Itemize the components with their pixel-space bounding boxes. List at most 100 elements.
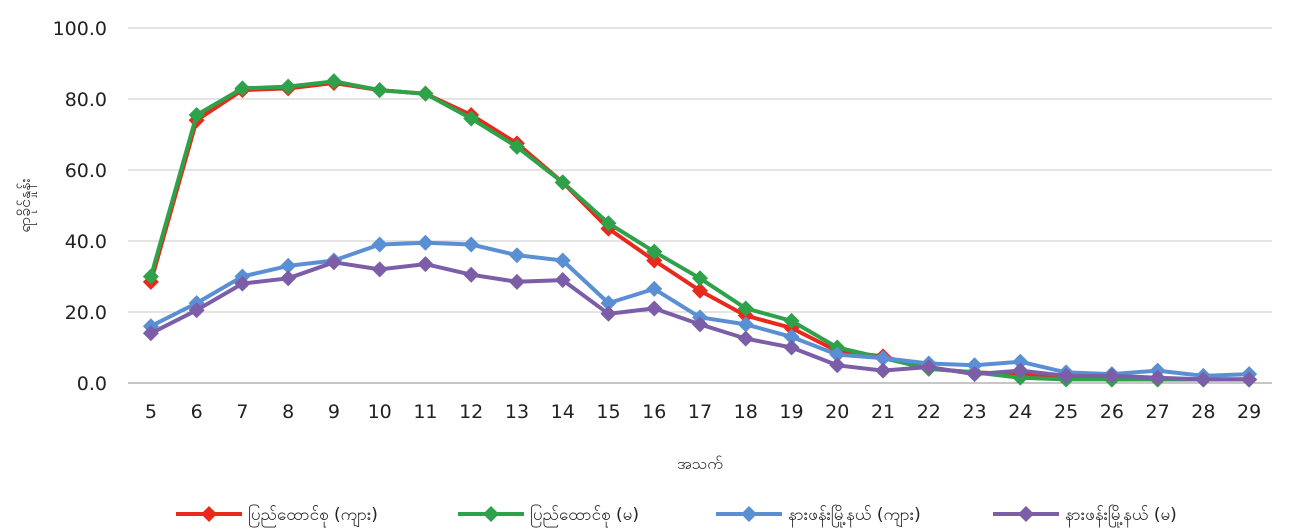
data-point-marker	[280, 270, 297, 287]
data-point-marker	[737, 316, 754, 333]
data-point-marker	[920, 359, 937, 376]
data-point-marker	[371, 82, 388, 99]
data-point-marker	[280, 78, 297, 95]
data-point-marker	[646, 280, 663, 297]
x-tick-label: 10	[368, 401, 392, 423]
data-point-marker	[829, 346, 846, 363]
y-tick-label: 80.0	[65, 89, 107, 111]
data-point-marker	[554, 174, 571, 191]
legend: ပြည်ထောင်စု (ကျား) ပြည်ထောင်စု (မ) နားဖန်း…	[176, 503, 1177, 528]
data-point-marker	[417, 85, 434, 102]
series-4	[142, 254, 1258, 388]
legend-label: နားဖန်းမြို့နယ် (ကျား)	[788, 503, 921, 528]
x-tick-label: 6	[191, 401, 203, 423]
data-point-marker	[600, 305, 617, 322]
series-group	[142, 73, 1258, 388]
legend-label: ပြည်ထောင်စု (ကျား)	[248, 503, 378, 528]
x-tick-label: 21	[871, 401, 895, 423]
x-tick-label: 19	[779, 401, 803, 423]
legend-marker	[741, 506, 757, 522]
x-tick-label: 22	[917, 401, 941, 423]
legend-item: နားဖန်းမြို့နယ် (မ)	[993, 503, 1177, 528]
data-point-marker	[508, 273, 525, 290]
legend-label: ပြည်ထောင်စု (မ)	[530, 503, 639, 528]
x-tick-label: 20	[825, 401, 849, 423]
x-tick-label: 5	[145, 401, 157, 423]
x-tick-label: 8	[282, 401, 294, 423]
data-point-marker	[325, 254, 342, 271]
y-tick-label: 60.0	[65, 160, 107, 182]
data-point-marker	[142, 268, 159, 285]
data-point-marker	[508, 247, 525, 264]
x-tick-label: 29	[1237, 401, 1261, 423]
data-point-marker	[829, 357, 846, 374]
x-tick-label: 16	[642, 401, 666, 423]
x-tick-label: 18	[734, 401, 758, 423]
data-point-marker	[783, 339, 800, 356]
x-tick-label: 12	[459, 401, 483, 423]
data-point-marker	[966, 357, 983, 374]
data-point-marker	[783, 328, 800, 345]
data-point-marker	[692, 282, 708, 299]
x-tick-label: 26	[1100, 401, 1124, 423]
data-point-marker	[371, 236, 388, 253]
series-line	[148, 79, 1250, 382]
x-tick-label: 11	[413, 401, 437, 423]
data-point-marker	[463, 236, 480, 253]
data-point-marker	[142, 325, 159, 342]
data-point-marker	[234, 80, 251, 97]
data-point-marker	[1012, 353, 1029, 370]
data-point-marker	[600, 215, 617, 232]
x-tick-label: 15	[596, 401, 620, 423]
legend-label: နားဖန်းမြို့နယ် (မ)	[1065, 503, 1177, 528]
legend-item: နားဖန်းမြို့နယ် (ကျား)	[716, 503, 921, 528]
y-tick-label: 20.0	[65, 302, 107, 324]
data-point-marker	[646, 243, 663, 260]
data-point-marker	[737, 330, 754, 347]
data-point-marker	[1241, 371, 1258, 388]
x-tick-label: 23	[962, 401, 986, 423]
x-tick-label: 17	[688, 401, 712, 423]
data-point-marker	[646, 300, 663, 317]
data-point-marker	[508, 138, 525, 155]
gridlines	[128, 27, 1272, 313]
x-tick-label: 24	[1008, 401, 1032, 423]
data-point-marker	[1195, 371, 1212, 388]
x-tick-label: 28	[1191, 401, 1215, 423]
data-point-marker	[417, 234, 434, 251]
legend-item: ပြည်ထောင်စု (ကျား)	[176, 503, 378, 528]
data-point-marker	[188, 106, 205, 123]
data-point-marker	[966, 366, 983, 383]
x-axis-title: အသက်	[677, 454, 723, 473]
series-line	[148, 81, 1250, 382]
y-axis-ticks: 0.0 20.0 40.0 60.0 80.0 100.0	[53, 18, 107, 395]
data-point-marker	[463, 266, 480, 283]
data-point-marker	[875, 350, 892, 367]
data-point-marker	[463, 110, 480, 127]
y-tick-label: 40.0	[65, 231, 107, 253]
series-1	[142, 75, 1258, 388]
legend-marker	[1018, 506, 1034, 522]
y-axis-title: ရာခိုင်နှုန်း	[15, 178, 37, 232]
x-tick-label: 7	[236, 401, 248, 423]
x-tick-label: 25	[1054, 401, 1078, 423]
series-3	[142, 234, 1258, 384]
data-point-marker	[783, 312, 800, 329]
data-point-marker	[1058, 367, 1075, 384]
data-point-marker	[875, 362, 892, 379]
data-point-marker	[1012, 362, 1029, 379]
x-tick-label: 13	[505, 401, 529, 423]
data-point-marker	[646, 252, 663, 269]
data-point-marker	[371, 261, 388, 278]
data-point-marker	[692, 316, 708, 333]
legend-marker	[483, 506, 499, 522]
y-tick-label: 0.0	[77, 373, 107, 395]
data-point-marker	[417, 256, 434, 273]
series-2	[142, 73, 1258, 388]
x-tick-label: 27	[1146, 401, 1170, 423]
legend-marker	[201, 506, 217, 522]
data-point-marker	[692, 270, 708, 287]
data-point-marker	[188, 302, 205, 319]
x-axis-ticks: 5 6 7 8 9 10 11 12 13 14 15 16 17 18 19 20 21 22 23 24 25 26 2…	[145, 401, 1261, 423]
